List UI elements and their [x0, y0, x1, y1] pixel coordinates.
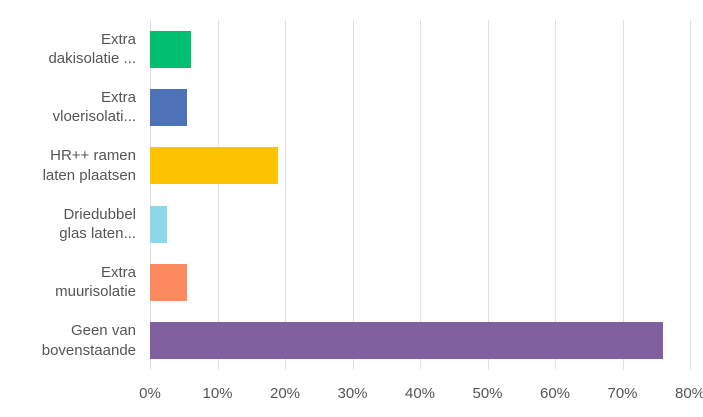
gridline [150, 20, 151, 370]
x-tick-label: 30% [337, 385, 368, 402]
bar[interactable] [150, 88, 188, 126]
x-tick-label: 60% [539, 385, 571, 402]
x-tick-label: 70% [607, 385, 638, 402]
chart-row: Geen van bovenstaande [0, 311, 690, 369]
bar[interactable] [150, 263, 188, 301]
bar-track [150, 195, 690, 253]
x-tick-label: 20% [269, 385, 301, 402]
x-tick-label: 50% [472, 385, 503, 402]
chart-row: Extra dakisolatie ... [0, 20, 690, 78]
category-label: Driedubbel glas laten... [59, 205, 136, 243]
gridline [487, 20, 489, 370]
x-tick-label: 10% [202, 385, 233, 402]
bar[interactable] [150, 322, 663, 360]
category-label: Geen van bovenstaande [41, 322, 136, 359]
bar-track [150, 78, 690, 136]
x-tick-label: 80% [674, 385, 703, 402]
gridline [690, 20, 691, 370]
category-label: HR++ ramen laten plaatsen [42, 147, 136, 184]
gridline [622, 20, 624, 370]
bar-track [150, 311, 690, 369]
bar-track [150, 137, 690, 195]
x-axis: 0% 10% 20% 30% 40% 50% 60% 70% 80% [139, 385, 703, 407]
gridline [285, 20, 286, 370]
category-label: Extra muurisolatie [55, 263, 136, 301]
bar-track [150, 20, 690, 78]
chart-row: HR++ ramen laten plaatsen [0, 137, 690, 195]
chart-row: Driedubbel glas laten... [0, 195, 690, 253]
gridline [352, 20, 354, 370]
gridline [420, 20, 421, 370]
chart-row: Extra vloerisolati... [0, 78, 690, 136]
chart-rows: Extra dakisolatie ... Extra vloerisolati.… [0, 20, 690, 370]
gridlines-layer [150, 20, 691, 370]
category-label: Extra vloerisolati... [52, 88, 136, 126]
bar[interactable] [150, 30, 191, 68]
bar[interactable] [150, 205, 167, 243]
chart-row: Extra muurisolatie [0, 253, 690, 311]
bar-track [150, 253, 690, 311]
x-tick-label: 40% [404, 385, 436, 402]
x-tick-label: 0% [139, 385, 161, 402]
category-label: Extra dakisolatie ... [48, 30, 136, 68]
gridline [555, 20, 556, 370]
gridline [217, 20, 219, 370]
bar[interactable] [150, 147, 279, 185]
